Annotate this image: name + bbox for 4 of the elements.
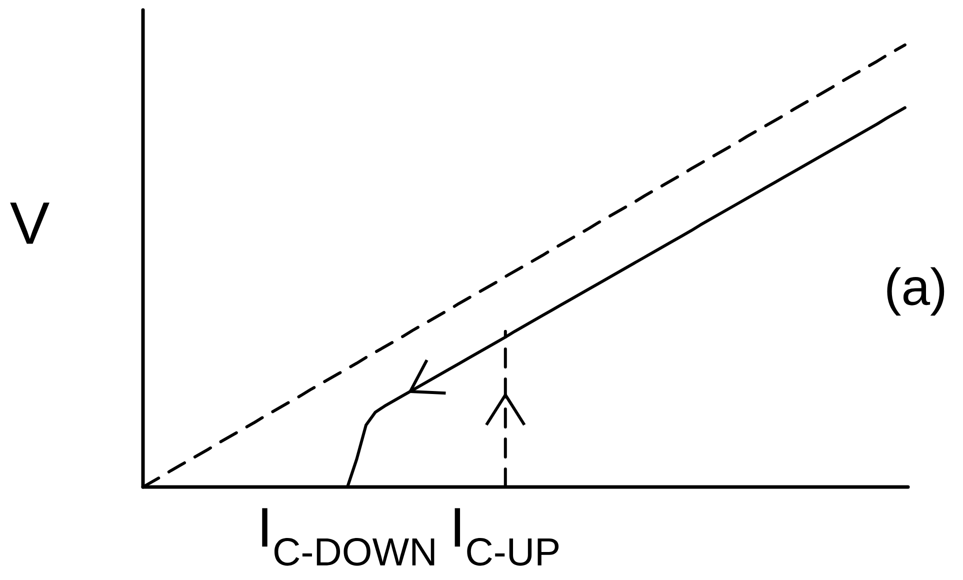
- x-tick-label: I$_{C-DOWN}$: [262, 508, 434, 566]
- annotation: (a): [887, 267, 944, 316]
- x-tick-label: I$_{C-UP}$: [454, 508, 559, 566]
- y-axis-title: V: [10, 202, 50, 244]
